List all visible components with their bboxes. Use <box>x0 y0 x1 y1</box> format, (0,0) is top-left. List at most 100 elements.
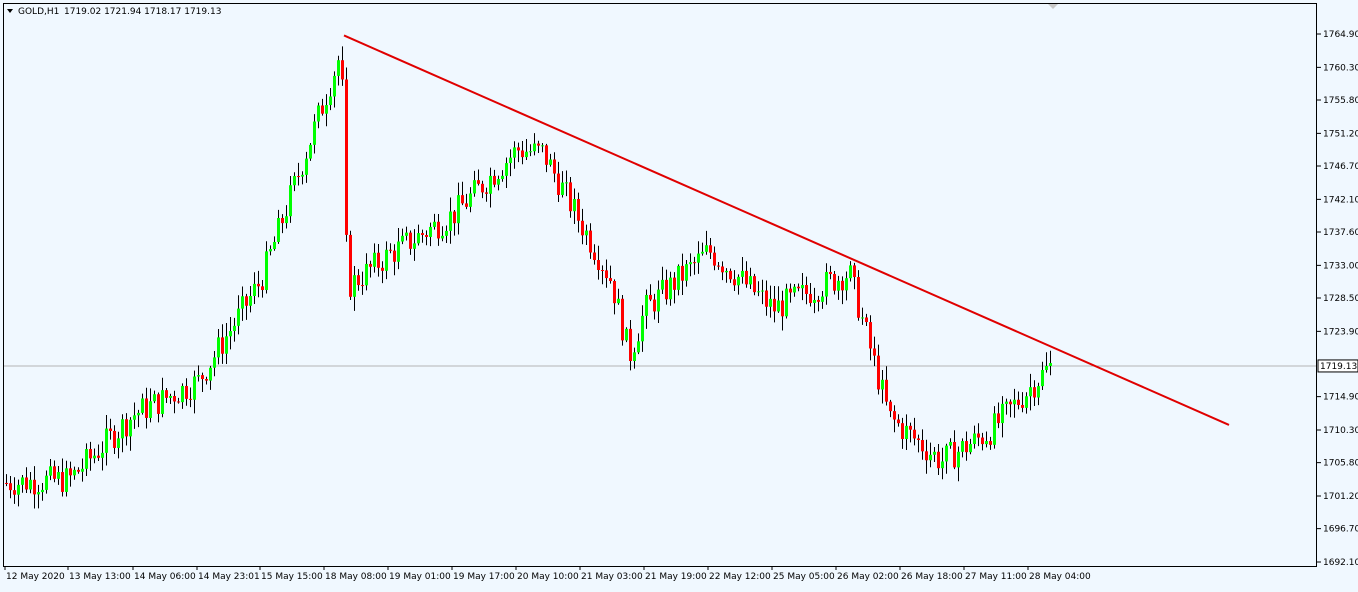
candle-bull <box>229 331 232 337</box>
candle-bull <box>21 477 24 485</box>
candle-bear <box>421 233 424 235</box>
candle-bull <box>273 241 276 250</box>
candle-bear <box>157 394 160 414</box>
candle-bull <box>541 145 544 147</box>
candle-bear <box>493 175 496 185</box>
candle-bull <box>249 296 252 306</box>
candle-bull <box>985 441 988 445</box>
candle-bull <box>637 341 640 353</box>
candle-bull <box>905 425 908 439</box>
shift-marker-icon[interactable] <box>1048 4 1058 9</box>
candle-bull <box>253 283 256 297</box>
candle-bull <box>325 105 328 114</box>
plot-area[interactable] <box>3 3 1317 567</box>
candle-bear <box>857 277 860 318</box>
candle-bear <box>13 490 16 495</box>
x-tick-label: 22 May 12:00 <box>709 572 771 582</box>
candle-bull <box>169 396 172 398</box>
candle-bear <box>245 296 248 306</box>
candle-bear <box>665 279 668 300</box>
candle-bull <box>1025 396 1028 408</box>
candle-bear <box>977 433 980 438</box>
candle-bull <box>285 216 288 224</box>
candle-bull <box>141 398 144 413</box>
candle-bull <box>1045 366 1048 370</box>
candle-bull <box>697 253 700 263</box>
candle-bear <box>889 401 892 412</box>
candle-bull <box>741 270 744 277</box>
candle-bear <box>481 183 484 193</box>
candle-bear <box>873 348 876 356</box>
candle-bear <box>517 147 520 151</box>
trendline[interactable] <box>343 34 1230 426</box>
candle-bull <box>505 163 508 176</box>
candle-bull <box>837 280 840 291</box>
candle-bull <box>501 175 504 180</box>
candle-bear <box>853 265 856 278</box>
x-tick-label: 14 May 23:01 <box>198 572 260 582</box>
candle-bear <box>917 438 920 441</box>
candle-bear <box>185 385 188 399</box>
candle-bear <box>937 451 940 469</box>
candle-bear <box>709 245 712 253</box>
candle-bull <box>793 286 796 293</box>
y-tick-label: 1746.70 <box>1323 162 1358 172</box>
candle-bull <box>73 469 76 476</box>
triangle-down-icon[interactable] <box>7 9 13 13</box>
candle-bull <box>669 277 672 300</box>
candle-bull <box>1013 399 1016 405</box>
candle-bull <box>641 315 644 342</box>
candle-bull <box>317 105 320 122</box>
candle-bear <box>925 451 928 461</box>
candle-bull <box>277 217 280 242</box>
candle-bear <box>809 293 812 303</box>
candle-bull <box>1005 401 1008 404</box>
candle-bear <box>885 379 888 402</box>
candle-bear <box>605 270 608 279</box>
candle-bear <box>349 234 352 297</box>
x-tick-label: 26 May 18:00 <box>901 572 963 582</box>
candle-bull <box>197 375 200 377</box>
candle-bear <box>581 220 584 236</box>
candle-bear <box>9 483 12 491</box>
candle-bull <box>385 249 388 271</box>
candle-bull <box>973 433 976 445</box>
candle-bear <box>453 211 456 224</box>
candle-bear <box>109 428 112 431</box>
candle-bear <box>589 230 592 253</box>
candle-bull <box>513 147 516 158</box>
candle-bull <box>645 294 648 316</box>
candle-bull <box>825 271 828 297</box>
candle-bear <box>593 252 596 261</box>
candle-bear <box>577 199 580 221</box>
candle-bear <box>869 322 872 349</box>
candle-bull <box>309 144 312 159</box>
candle-bull <box>93 455 96 459</box>
candle-bull <box>49 466 52 476</box>
candle-bear <box>485 192 488 194</box>
x-tick-label: 25 May 05:00 <box>773 572 835 582</box>
candle-bear <box>477 180 480 184</box>
candle-bull <box>785 288 788 317</box>
candle-bear <box>721 266 724 273</box>
candle-bull <box>533 143 536 152</box>
candle-bull <box>209 367 212 381</box>
y-tick-label: 1760.30 <box>1323 63 1358 73</box>
candle-bull <box>193 376 196 400</box>
y-tick-label: 1696.70 <box>1323 525 1358 535</box>
candle-bull <box>473 180 476 194</box>
candle-bear <box>841 280 844 291</box>
candle-bear <box>113 430 116 448</box>
y-tick-label: 1710.30 <box>1323 426 1358 436</box>
y-tick-label: 1692.10 <box>1323 558 1358 568</box>
x-tick-label: 13 May 13:00 <box>69 572 131 582</box>
candle-bull <box>417 233 420 244</box>
candle-bear <box>1009 401 1012 405</box>
candle-bull <box>497 179 500 185</box>
resistance-trendline[interactable] <box>343 34 1230 426</box>
candle-bear <box>621 298 624 341</box>
candles <box>5 46 1052 509</box>
x-tick-label: 15 May 15:00 <box>261 572 323 582</box>
